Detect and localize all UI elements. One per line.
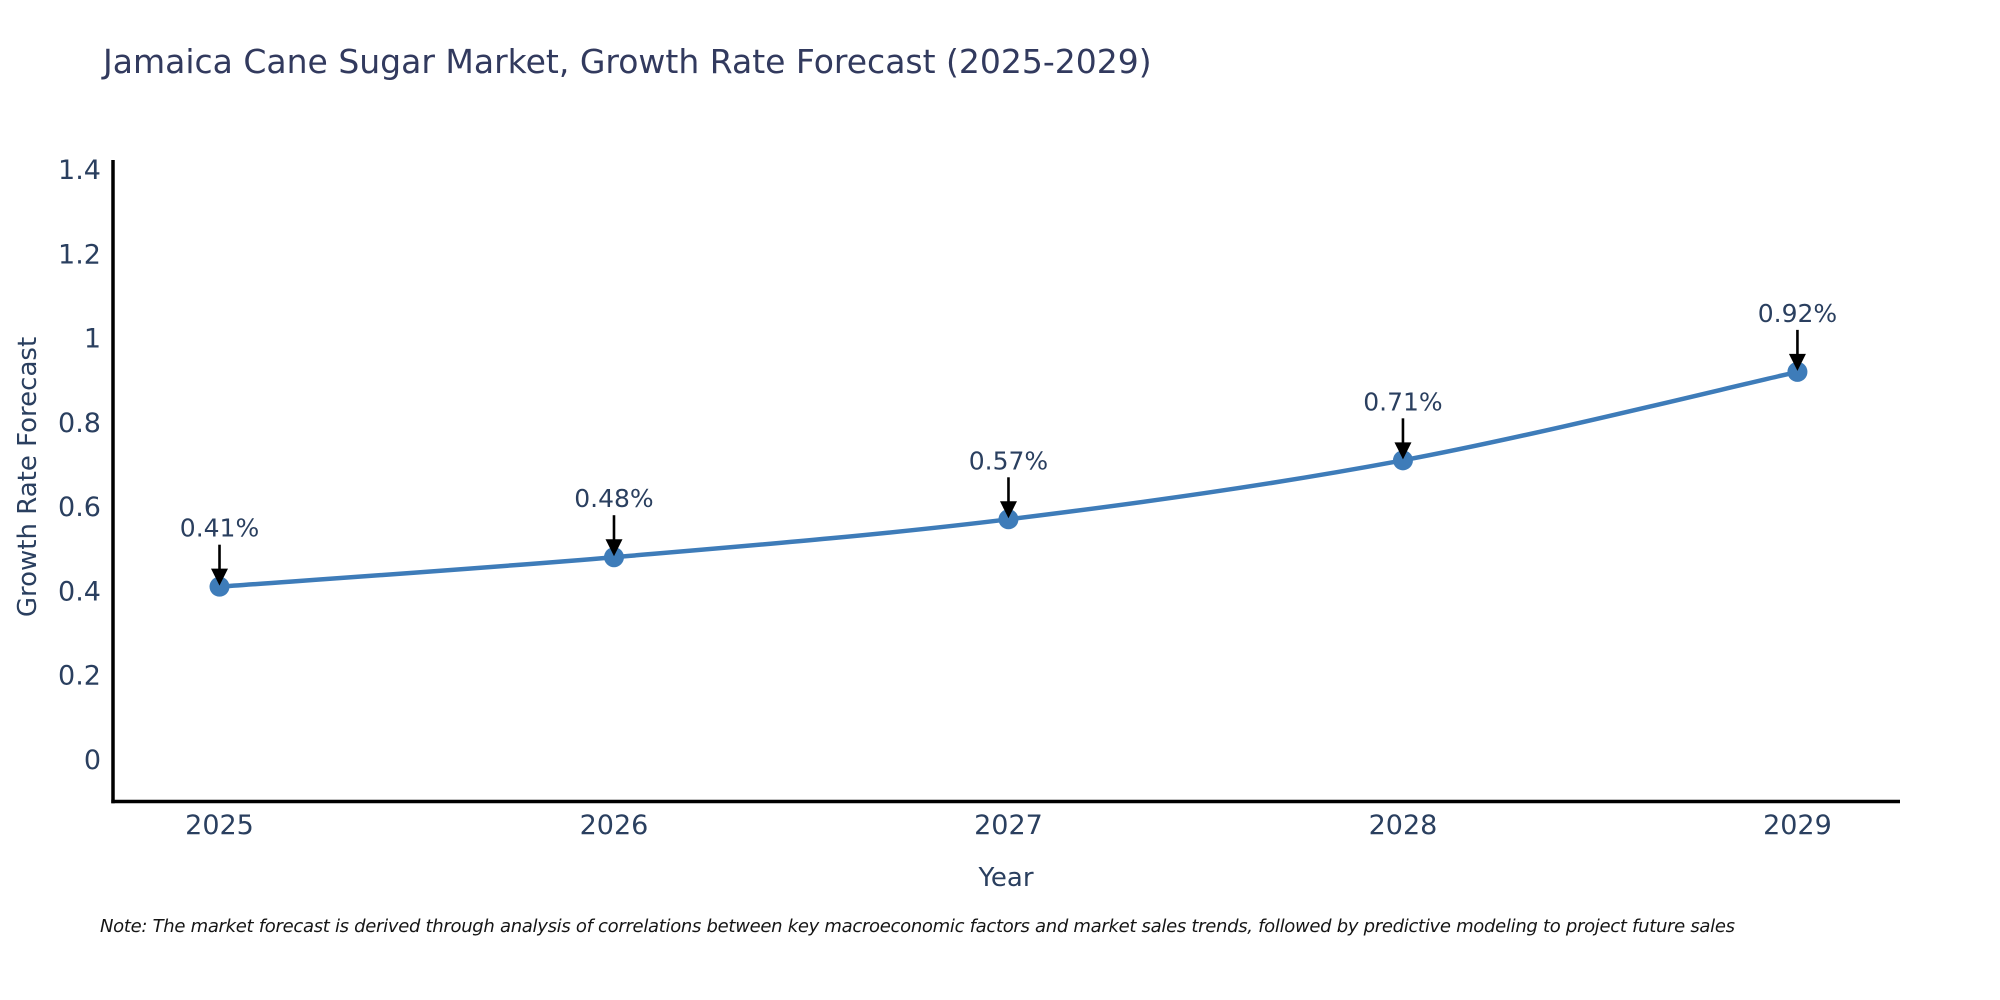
- y-tick-label: 0.4: [58, 576, 101, 607]
- annotation-arrowhead-icon: [999, 501, 1017, 519]
- y-axis-ticks: 0 0.2 0.4 0.6 0.8 1 1.2 1.4: [58, 155, 101, 776]
- point-annotation-label: 0.71%: [1363, 387, 1442, 416]
- footnote: Note: The market forecast is derived thr…: [100, 916, 1735, 937]
- chart-title: Jamaica Cane Sugar Market, Growth Rate F…: [103, 42, 1152, 81]
- y-tick-label: 1: [84, 324, 101, 355]
- annotation-arrowhead-icon: [211, 568, 229, 586]
- y-tick-label: 0: [84, 745, 101, 776]
- x-axis-title: Year: [977, 863, 1033, 893]
- x-tick-label: 2025: [185, 810, 254, 841]
- y-tick-label: 0.8: [58, 408, 101, 439]
- y-axis-title: Growth Rate Forecast: [13, 337, 43, 617]
- data-point-2025[interactable]: [209, 576, 230, 597]
- point-annotation-label: 0.57%: [969, 446, 1048, 475]
- point-annotation-label: 0.92%: [1758, 299, 1837, 328]
- y-tick-label: 0.2: [58, 661, 101, 692]
- data-point-2028[interactable]: [1392, 450, 1413, 471]
- y-tick-label: 1.4: [58, 155, 101, 186]
- point-annotation-label: 0.48%: [574, 484, 653, 513]
- data-point-2026[interactable]: [603, 547, 624, 568]
- x-axis-ticks: 2025 2026 2027 2028 2029: [185, 810, 1832, 841]
- data-points: [209, 361, 1808, 597]
- annotation-arrowhead-icon: [605, 539, 623, 557]
- point-annotation-label: 0.41%: [180, 514, 259, 543]
- x-tick-label: 2026: [580, 810, 649, 841]
- annotation-arrowhead-icon: [1394, 442, 1412, 460]
- x-tick-label: 2027: [974, 810, 1043, 841]
- x-tick-label: 2029: [1763, 810, 1832, 841]
- data-point-2027[interactable]: [998, 509, 1019, 530]
- growth-rate-forecast-chart[interactable]: 00.20.40.60.811.21.4 2025 2026 2027 2028 202…: [0, 0, 2000, 910]
- annotation-arrowhead-icon: [1788, 353, 1806, 371]
- y-tick-label: 0.6: [58, 492, 101, 523]
- y-tick-label: 1.2: [58, 239, 101, 270]
- point-annotations: 0.41% 0.48% 0.57% 0.71% 0.92%: [180, 299, 1837, 586]
- x-tick-label: 2028: [1369, 810, 1438, 841]
- data-point-2029[interactable]: [1787, 361, 1808, 382]
